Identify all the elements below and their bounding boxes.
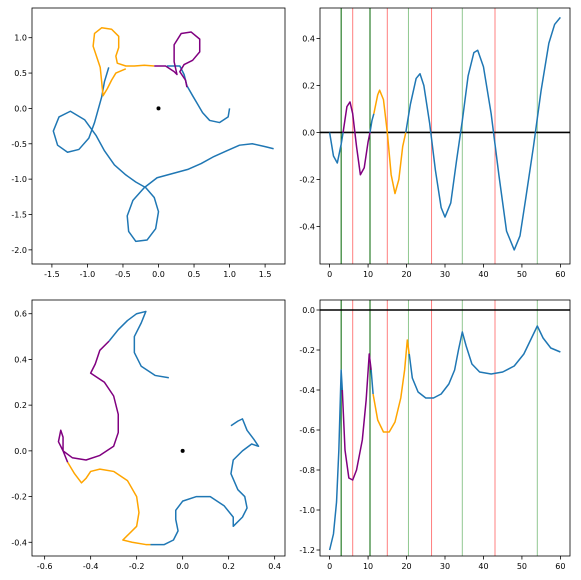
x-tick-label: 50 [517, 562, 527, 571]
series-line-2 [92, 27, 155, 97]
x-tick-label: 1.5 [259, 270, 272, 279]
x-tick-label: 0.4 [268, 562, 281, 571]
x-tick-label: -1.5 [44, 270, 60, 279]
axes-frame [31, 7, 286, 265]
y-tick-label: -0.2 [11, 493, 27, 502]
series-line-0 [108, 310, 169, 379]
series-line-2 [67, 461, 151, 546]
series-line-3 [154, 31, 201, 88]
series-line-3 [372, 339, 410, 433]
plot-area [320, 8, 570, 264]
y-tick-label: 0.0 [302, 306, 315, 315]
x-tick-label: 30 [440, 562, 450, 571]
series-line-2 [369, 113, 375, 133]
series-line-3 [373, 89, 407, 195]
panel-top-right-timeseries: 0 10 20 30 40 50 60 0.4 0.2 0.0 -0.2 -0.4 [299, 7, 571, 279]
y-tick-label: -0.2 [299, 346, 315, 355]
series-line-0 [328, 132, 344, 164]
panel-bottom-left-trajectory: -0.6 -0.4 -0.2 0.0 0.2 0.4 0.6 0.4 0.2 0.0 -0.2 -0.… [11, 299, 286, 571]
x-tick-label: 10 [363, 270, 373, 279]
y-tick-label: 1.0 [14, 34, 27, 43]
x-tick-label: -0.2 [129, 562, 145, 571]
y-tick-label: -2.0 [11, 246, 27, 255]
x-tick-label: 50 [517, 270, 527, 279]
x-tick-label: 1.0 [223, 270, 236, 279]
y-tick-label: 0.5 [14, 69, 27, 78]
x-tick-label: 0 [327, 270, 332, 279]
x-tick-label: 10 [363, 562, 373, 571]
y-tick-label: 0.2 [302, 82, 315, 91]
y-tick-label: -1.2 [299, 546, 315, 555]
center-point [156, 106, 161, 111]
x-tick-label: -1.0 [80, 270, 96, 279]
y-tick-label: -0.2 [299, 175, 315, 184]
y-tick-label: -1.5 [11, 210, 27, 219]
series-line-1 [57, 340, 119, 463]
y-tick-label: 0.0 [14, 447, 27, 456]
series-line-0 [167, 65, 231, 124]
y-tick-label: -1.0 [11, 175, 27, 184]
x-tick-label: 0.2 [222, 562, 235, 571]
x-tick-label: 60 [555, 562, 565, 571]
series-line-1 [52, 67, 274, 243]
x-tick-label: 0.5 [188, 270, 201, 279]
series-line-0 [328, 369, 344, 551]
series-line-2 [370, 369, 374, 395]
y-tick-label: 0.6 [14, 310, 27, 319]
y-tick-label: -0.4 [11, 538, 27, 547]
y-tick-label: 0.0 [14, 104, 27, 113]
x-tick-label: 40 [478, 270, 488, 279]
axes-frame [319, 299, 571, 557]
series-line-4 [405, 16, 561, 251]
plot-area [57, 310, 260, 546]
x-tick-label: 30 [440, 270, 450, 279]
x-tick-label: 0 [327, 562, 332, 571]
panel-bottom-right-timeseries: 0 10 20 30 40 50 60 0.0 -0.2 -0.4 -0.6 -0.8 -1.0 -1.2 [299, 299, 571, 571]
series-line-3 [150, 418, 260, 546]
x-tick-label: 40 [478, 562, 488, 571]
center-point [180, 448, 185, 453]
x-tick-label: -0.4 [83, 562, 99, 571]
series-line-1 [341, 353, 372, 481]
x-tick-label: 0.0 [176, 562, 189, 571]
y-tick-label: -0.4 [299, 386, 315, 395]
series-line-4 [408, 325, 561, 399]
plot-area [52, 27, 274, 243]
y-tick-label: 0.4 [14, 355, 27, 364]
y-tick-label: -0.5 [11, 140, 27, 149]
x-tick-label: 60 [555, 270, 565, 279]
x-tick-label: 20 [401, 270, 411, 279]
axes-frame [319, 7, 571, 265]
y-tick-label: -0.6 [299, 426, 315, 435]
y-tick-label: -0.8 [299, 466, 315, 475]
x-tick-label: -0.6 [37, 562, 53, 571]
x-tick-label: -0.5 [115, 270, 131, 279]
y-tick-label: 0.0 [302, 128, 315, 137]
y-tick-label: -0.4 [299, 222, 315, 231]
y-tick-label: 0.4 [302, 35, 315, 44]
x-tick-label: 0.0 [152, 270, 165, 279]
x-tick-label: 20 [401, 562, 411, 571]
y-tick-label: -1.0 [299, 506, 315, 515]
axes-frame [31, 299, 286, 557]
series-line-1 [342, 101, 371, 176]
panel-top-left-trajectory: -1.5 -1.0 -0.5 0.0 0.5 1.0 1.5 1.0 0.5 0.0 -0.5 -1.… [11, 7, 286, 279]
plot-area [320, 300, 570, 556]
y-tick-label: 0.2 [14, 401, 27, 410]
